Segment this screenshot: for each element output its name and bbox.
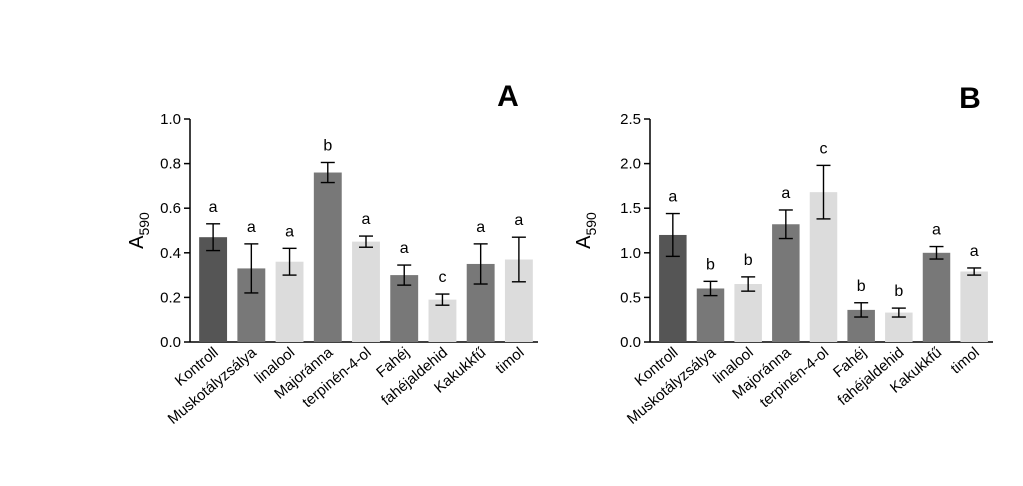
significance-label: b [744, 252, 753, 269]
y-tick-label: 0.4 [160, 245, 181, 262]
y-tick-label: 0.6 [160, 200, 181, 217]
y-tick-label: 0.2 [160, 289, 181, 306]
category-label: timol [492, 344, 527, 377]
bar-6 [428, 299, 457, 342]
panel-label: A [497, 80, 519, 113]
bar-5 [390, 275, 419, 342]
bar-3 [772, 224, 800, 342]
panel-label: B [959, 82, 981, 115]
significance-label: a [247, 219, 256, 236]
bar-4 [352, 241, 380, 342]
significance-label: a [285, 223, 294, 240]
y-tick-label: 2.5 [620, 111, 641, 128]
y-tick-label: 1.0 [160, 111, 181, 128]
significance-label: a [476, 219, 485, 236]
significance-label: b [323, 137, 332, 154]
y-tick-label: 0.0 [160, 334, 181, 351]
significance-label: b [894, 283, 903, 300]
y-tick-label: 1.5 [620, 200, 641, 217]
y-tick-label: 0.8 [160, 156, 181, 173]
bar-7 [922, 252, 951, 342]
category-label: timol [948, 344, 983, 377]
bar-1 [696, 288, 725, 342]
significance-label: a [781, 185, 790, 202]
bar-8 [960, 271, 988, 342]
significance-label: b [857, 278, 866, 295]
y-tick-label: 0.0 [620, 334, 641, 351]
significance-label: a [400, 240, 409, 257]
y-tick-label: 2.0 [620, 156, 641, 173]
y-axis-title: A590 [126, 212, 152, 249]
significance-label: a [970, 243, 979, 260]
y-tick-label: 1.0 [620, 245, 641, 262]
significance-label: c [438, 269, 446, 286]
significance-label: a [932, 222, 941, 239]
significance-label: b [706, 256, 715, 273]
significance-label: a [209, 199, 218, 216]
chart-panel-a: 0.00.20.40.60.81.0A590AaKontrollaMuskotá… [126, 80, 538, 428]
significance-label: a [514, 212, 523, 229]
y-axis-title: A590 [573, 212, 599, 249]
y-tick-label: 0.5 [620, 289, 641, 306]
bar-2 [734, 284, 762, 342]
significance-label: a [668, 189, 677, 206]
chart-panel-b: 0.00.51.01.52.02.5A590BaKontrollbMuskotá… [573, 82, 993, 428]
bar-3 [313, 172, 342, 342]
bar-0 [199, 237, 228, 342]
significance-label: c [820, 140, 828, 157]
significance-label: a [362, 211, 371, 228]
